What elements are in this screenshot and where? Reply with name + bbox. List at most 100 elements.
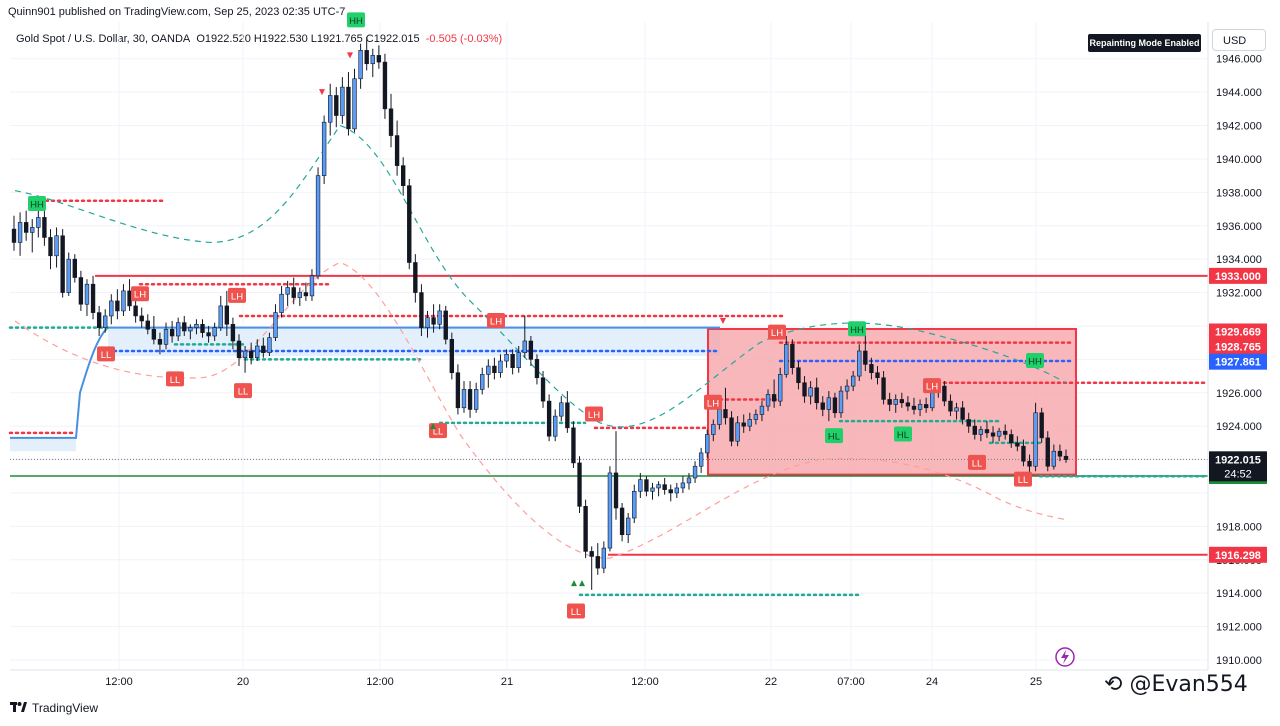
candle-body xyxy=(473,389,479,410)
candle-body xyxy=(923,404,929,409)
candle-body xyxy=(400,165,406,186)
candle-body xyxy=(376,55,382,63)
y-tick-label: 1946.000 xyxy=(1216,54,1262,66)
tradingview-footer[interactable]: TradingView xyxy=(10,701,98,715)
tradingview-brand: TradingView xyxy=(32,701,99,715)
candle-body xyxy=(382,61,388,110)
y-tick-label: 1936.000 xyxy=(1216,221,1262,233)
pivot-marker-box xyxy=(585,406,603,422)
candle-body xyxy=(1015,442,1020,447)
currency-selector[interactable]: USD xyxy=(1212,29,1266,51)
upper-band-curve xyxy=(14,124,1067,428)
ai-zone-fill-left xyxy=(10,437,76,452)
candle-body xyxy=(802,382,807,397)
y-tick-label: 1912.000 xyxy=(1216,622,1262,634)
pivot-marker-box xyxy=(131,286,149,302)
pivot-marker-label: HH xyxy=(850,325,864,336)
price-badge-text: 1927.861 xyxy=(1215,357,1261,369)
pivot-marker-label: LL xyxy=(972,458,983,469)
candle-body xyxy=(857,350,862,377)
price-badge-bg xyxy=(1209,267,1267,284)
pivot-marker-box xyxy=(1014,471,1032,487)
candle-body xyxy=(388,108,394,136)
candle-body xyxy=(78,277,84,305)
pivot-marker-hh: HH xyxy=(848,321,866,337)
candle-body xyxy=(279,293,284,313)
candle-body xyxy=(796,367,801,384)
candle-body xyxy=(948,400,953,412)
pivot-marker-box xyxy=(848,321,866,337)
time-axis[interactable]: 12:00 20 12:00 21 12:00 22 07:00 24 25 xyxy=(105,676,1042,688)
candle-body xyxy=(486,365,491,375)
candle-body xyxy=(553,415,558,437)
candle-body xyxy=(96,312,102,328)
price-badge-bg xyxy=(1209,323,1267,340)
candle-body xyxy=(1009,434,1014,444)
y-tick-label: 1944.000 xyxy=(1216,87,1262,99)
symbol-name[interactable]: Gold Spot / U.S. Dollar, 30, OANDA xyxy=(16,33,191,45)
y-tick-label: 1924.000 xyxy=(1216,421,1262,433)
pivot-marker-label: LH xyxy=(231,291,243,302)
candle-body xyxy=(504,354,509,362)
candle-body xyxy=(723,409,728,419)
candle-body xyxy=(656,484,661,489)
candle-body xyxy=(370,55,375,65)
candle-body xyxy=(899,399,905,404)
candle-body xyxy=(273,312,278,338)
candle-body xyxy=(571,427,576,464)
candle-body xyxy=(832,397,838,414)
pivot-marker-label: LH xyxy=(134,290,146,301)
lower-band-curve xyxy=(14,261,1067,559)
candle-body xyxy=(942,385,947,402)
candle-body xyxy=(960,407,965,420)
pivot-marker-label: LH xyxy=(771,328,783,339)
last-price-bg xyxy=(1209,451,1267,482)
candle-body xyxy=(698,452,704,467)
candle-body xyxy=(163,328,169,345)
candle-body xyxy=(1051,450,1057,467)
price-change: -0.505 (-0.03%) xyxy=(425,33,503,45)
candle-body xyxy=(893,399,898,405)
y-tick-label: 1932.000 xyxy=(1216,288,1262,300)
candle-body xyxy=(784,344,789,375)
candle-body xyxy=(717,409,722,425)
pivot-marker-box xyxy=(894,426,912,442)
candle-body xyxy=(668,489,673,494)
candle-body xyxy=(516,352,521,369)
watermark-text: @Evan554 xyxy=(1129,672,1248,697)
candle-body xyxy=(522,340,527,353)
price-axis[interactable]: 1910.0001912.0001914.0001916.0001918.000… xyxy=(1209,54,1267,667)
pivot-marker-ll: LL xyxy=(567,603,585,619)
y-tick-label: 1940.000 xyxy=(1216,154,1262,166)
author-watermark: ⟲ @Evan554 xyxy=(1104,672,1248,697)
candle-body xyxy=(601,547,607,569)
candle-body xyxy=(850,375,856,387)
candle-body xyxy=(230,323,236,342)
pivot-marker-box xyxy=(228,287,246,303)
countdown-text: 24:52 xyxy=(1224,468,1252,480)
candle-body xyxy=(911,405,917,410)
candle-body xyxy=(480,374,485,390)
candle-body xyxy=(236,340,242,358)
candle-body xyxy=(23,222,29,233)
candle-body xyxy=(632,490,637,519)
candle-body xyxy=(978,429,984,435)
y-tick-label: 1942.000 xyxy=(1216,121,1262,133)
candle-body xyxy=(1027,460,1032,467)
signal-triangle xyxy=(347,52,353,59)
pivot-marker-lh: LH xyxy=(585,406,603,422)
candle-body xyxy=(255,345,260,358)
pivot-marker-label: HH xyxy=(30,200,44,211)
price-badge-bg xyxy=(1209,338,1267,355)
candle-body xyxy=(869,364,874,374)
pivot-marker-box xyxy=(968,454,986,470)
price-badge-1933-000: 1933.000 xyxy=(1209,267,1267,284)
candle-body xyxy=(607,472,613,549)
candle-body xyxy=(17,222,23,243)
candle-body xyxy=(449,339,455,374)
candle-body xyxy=(662,484,667,490)
signal-triangle xyxy=(720,317,726,324)
candle-body xyxy=(242,350,248,358)
pivot-marker-label: HH xyxy=(1028,357,1042,368)
